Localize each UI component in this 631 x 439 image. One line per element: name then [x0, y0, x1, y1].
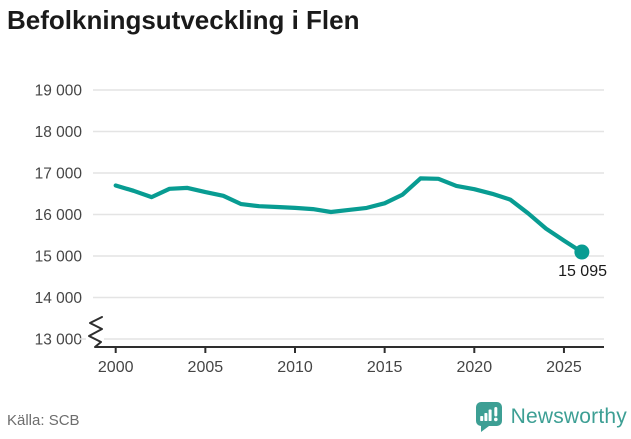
axis-break-icon — [88, 316, 103, 348]
chart-title: Befolkningsutveckling i Flen — [7, 5, 360, 35]
y-tick-label: 18 000 — [35, 124, 83, 141]
exclamation-dot — [493, 417, 498, 422]
exclamation-stem — [493, 407, 497, 417]
latest-point-dot — [574, 244, 590, 260]
y-tick-label: 17 000 — [35, 166, 83, 183]
population-line-chart: 19 000 18 000 17 000 16 000 15 000 14 000 13 0… — [35, 83, 608, 377]
x-tick-label: 2020 — [457, 359, 493, 376]
x-tick-label: 2010 — [277, 359, 313, 376]
y-tick-label: 13 000 — [35, 332, 83, 349]
bar-medium — [484, 413, 488, 421]
bar-tall — [488, 409, 492, 421]
source-label: Källa: SCB — [7, 412, 80, 429]
latest-value-label: 15 095 — [558, 263, 607, 280]
x-tick-label: 2015 — [367, 359, 403, 376]
population-line — [113, 176, 585, 255]
newsworthy-bar-chart-bubble-icon — [475, 402, 502, 432]
x-tick-label: 2000 — [98, 359, 134, 376]
y-tick-label: 16 000 — [35, 207, 83, 224]
y-tick-label: 15 000 — [35, 249, 83, 266]
newsworthy-logo: Newsworthy — [475, 401, 627, 432]
y-tick-label: 19 000 — [35, 83, 83, 100]
newsworthy-wordmark: Newsworthy — [510, 404, 627, 428]
bar-small — [479, 416, 483, 421]
x-tick-label: 2005 — [188, 359, 224, 376]
x-tick-label: 2025 — [546, 359, 582, 376]
y-tick-label: 14 000 — [35, 290, 83, 307]
